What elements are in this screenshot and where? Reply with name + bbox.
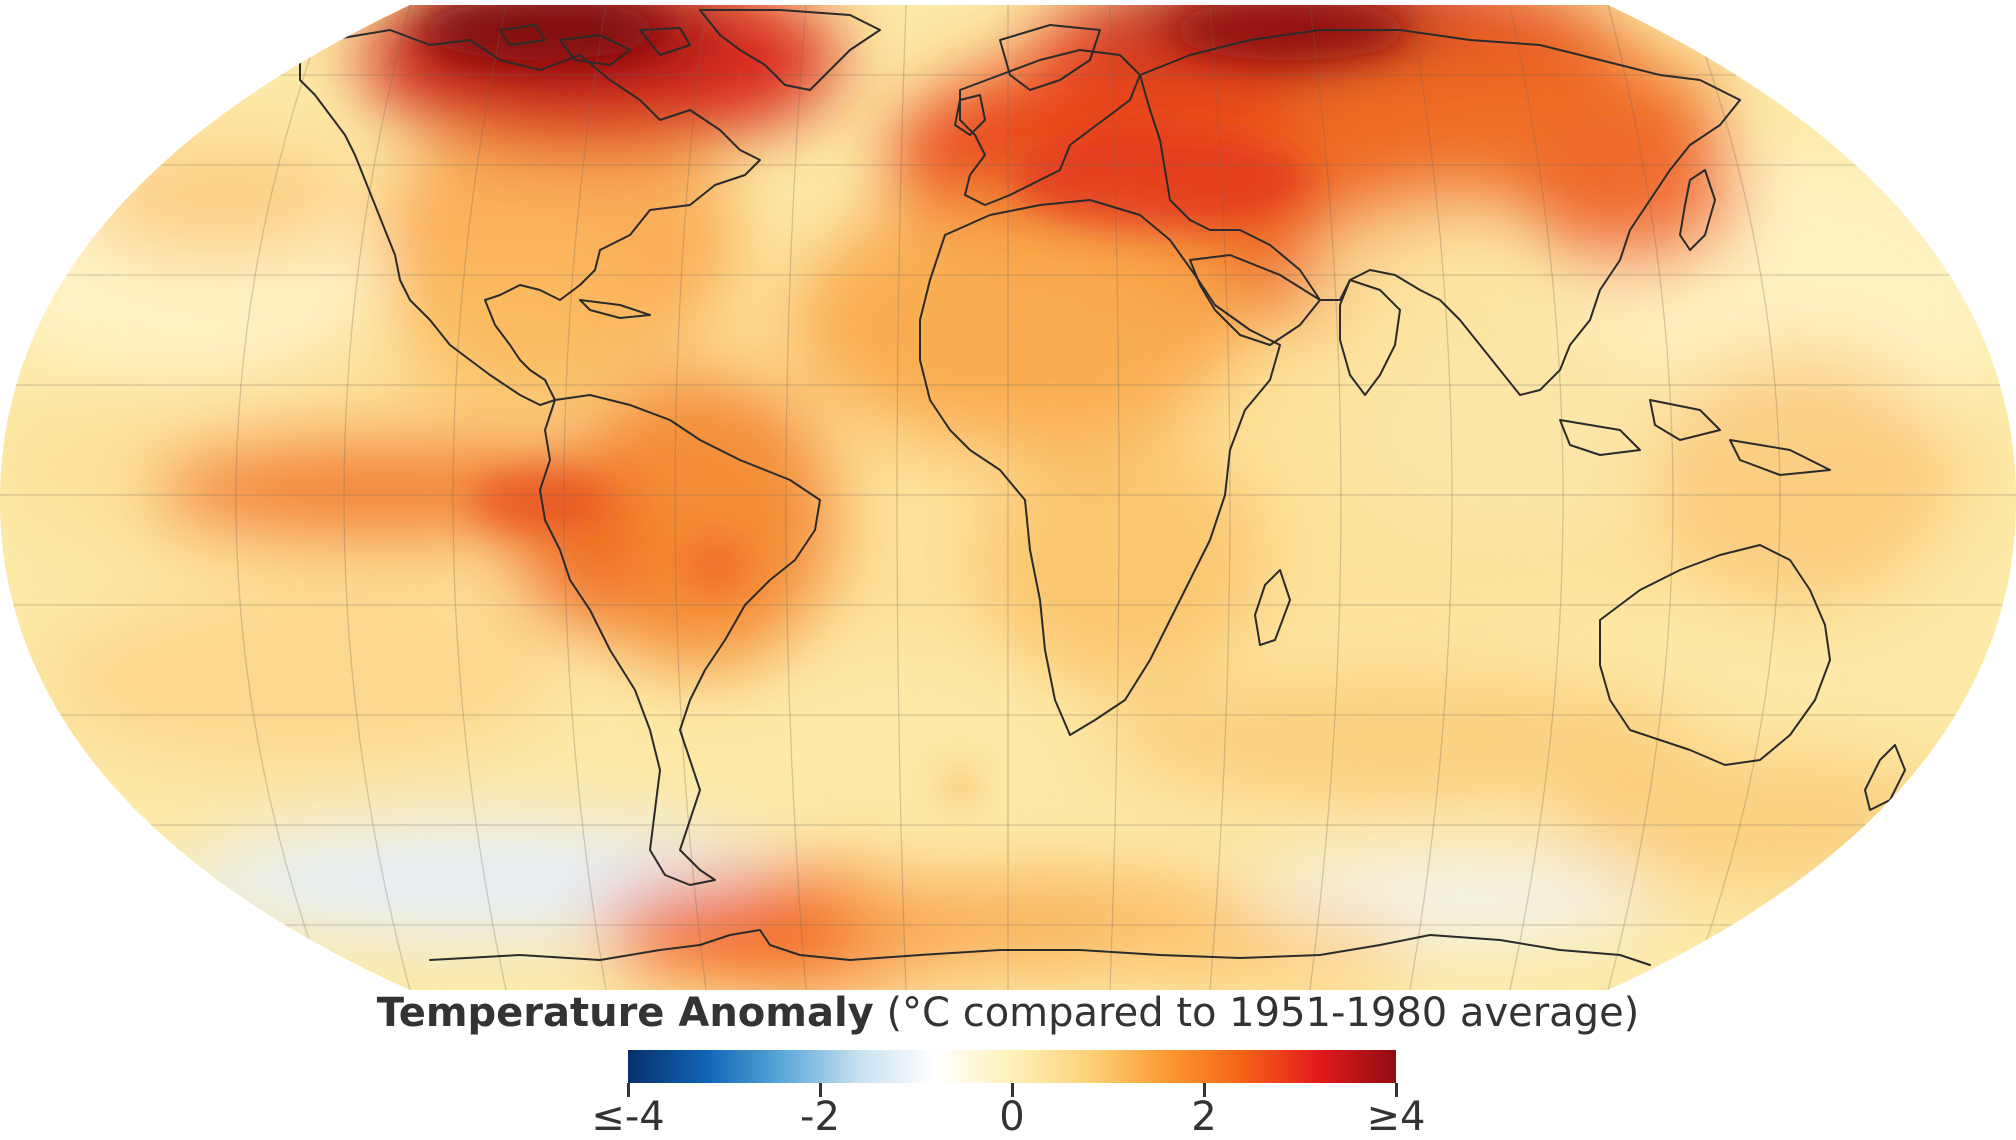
coast-antarctica xyxy=(429,929,1651,966)
coast-europe xyxy=(959,49,1141,206)
map-globe xyxy=(0,5,2016,990)
scale-tick-label: ≥4 xyxy=(1366,1094,1426,1140)
coast-greenland xyxy=(699,9,881,91)
coastlines xyxy=(299,9,1906,966)
scale-tick-mark xyxy=(1394,1083,1398,1097)
scale-tick-mark xyxy=(626,1083,630,1097)
coast-south-america xyxy=(539,394,821,886)
legend-title-rest: (°C compared to 1951-1980 average) xyxy=(873,990,1640,1036)
scale-tick-mark xyxy=(1202,1083,1206,1097)
coast-australia xyxy=(1599,544,1831,766)
coast-north-america xyxy=(299,29,761,406)
coast-africa xyxy=(919,199,1281,736)
temperature-anomaly-map xyxy=(0,5,2016,990)
scale-tick-mark xyxy=(1010,1083,1014,1097)
scale-tick-label: -2 xyxy=(800,1094,840,1140)
graticule xyxy=(0,5,2016,990)
color-scale-bar xyxy=(628,1050,1396,1083)
anomaly-accents xyxy=(420,5,1410,799)
coast-asia xyxy=(1139,29,1741,396)
scale-tick-label: 0 xyxy=(999,1094,1025,1140)
legend-title: Temperature Anomaly (°C compared to 1951… xyxy=(0,990,2016,1036)
legend-title-bold: Temperature Anomaly xyxy=(376,990,874,1036)
scale-tick-mark xyxy=(818,1083,822,1097)
scale-tick-label: 2 xyxy=(1191,1094,1217,1140)
scale-tick-label: ≤-4 xyxy=(591,1094,665,1140)
